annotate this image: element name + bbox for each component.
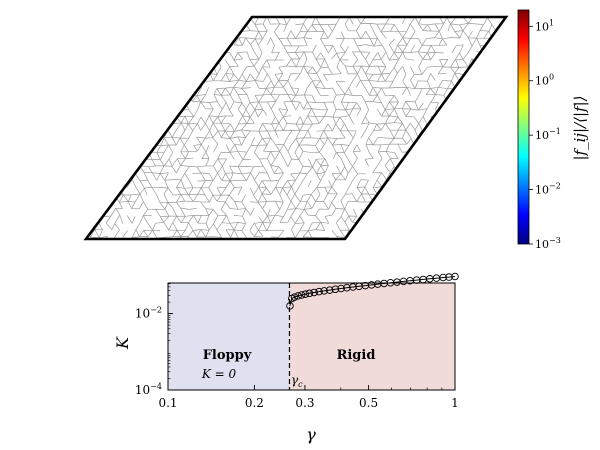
- y-axis-label: K: [113, 336, 132, 350]
- data-point: [301, 290, 310, 298]
- network-edges: [86, 17, 506, 239]
- data-point: [343, 284, 351, 292]
- floppy-region: [168, 283, 290, 390]
- critical-gamma-subscript: c: [298, 380, 303, 389]
- network-bonds: [86, 17, 506, 239]
- colorbar-bar: [517, 9, 530, 245]
- data-point: [337, 284, 345, 293]
- data-series-line: [289, 276, 456, 307]
- axes-frame: [167, 282, 456, 391]
- data-point: [297, 291, 306, 299]
- colorbar-tick-label: 101: [535, 18, 554, 33]
- data-point: [315, 287, 323, 296]
- critical-gamma-label: γc: [291, 373, 303, 389]
- floppy-title: Floppy: [203, 348, 252, 363]
- colorbar-tick-label: 10−2: [535, 182, 561, 197]
- colorbar-tick-label: 10−1: [535, 127, 561, 142]
- network-boundary: [83, 15, 509, 241]
- colorbar-tick-label: 10−3: [535, 236, 561, 251]
- rigidity-chart: 0.1 0.2 0.3 0.5 1 10−2 10−4 Floppy K = 0 Rigi…: [113, 272, 459, 444]
- x-tick-label: 0.1: [158, 396, 177, 410]
- critical-gamma-symbol: γ: [291, 373, 299, 387]
- data-point: [451, 272, 459, 281]
- data-point: [310, 288, 318, 297]
- network-panel: [83, 15, 509, 241]
- x-tick-label: 1: [451, 396, 459, 410]
- x-axis-label: γ: [306, 425, 316, 444]
- x-axis-ticks: 0.1 0.2 0.3 0.5 1: [158, 385, 459, 410]
- colorbar-label: |f_ij|/⟨|f|⟩: [571, 95, 589, 160]
- data-point: [290, 293, 299, 301]
- data-points: [286, 272, 459, 310]
- x-tick-label: 0.3: [295, 396, 314, 410]
- y-tick-label: 10−4: [135, 382, 162, 397]
- data-point: [349, 283, 357, 291]
- colorbar-tick-label: 100: [535, 73, 554, 88]
- colorbar: 101 100 10−1 10−2 10−3 |f_ij|/⟨|f|⟩: [517, 9, 589, 251]
- data-point: [331, 285, 340, 294]
- floppy-subtitle: K = 0: [201, 367, 237, 381]
- svg-text:γc: γc: [291, 373, 303, 389]
- data-point: [445, 273, 453, 281]
- data-point: [286, 302, 294, 310]
- rigid-title: Rigid: [337, 348, 376, 363]
- y-axis-ticks: 10−2 10−4: [135, 283, 173, 397]
- x-tick-label: 0.2: [245, 396, 264, 410]
- data-point: [294, 292, 302, 300]
- data-point: [439, 273, 447, 282]
- colorbar-ticks: 101 100 10−1 10−2 10−3: [529, 18, 561, 251]
- y-tick-label: 10−2: [135, 306, 162, 321]
- data-point: [305, 289, 314, 298]
- rigid-region: [289, 283, 455, 390]
- data-point: [325, 286, 334, 294]
- x-tick-label: 0.5: [359, 396, 378, 410]
- data-point: [320, 287, 328, 295]
